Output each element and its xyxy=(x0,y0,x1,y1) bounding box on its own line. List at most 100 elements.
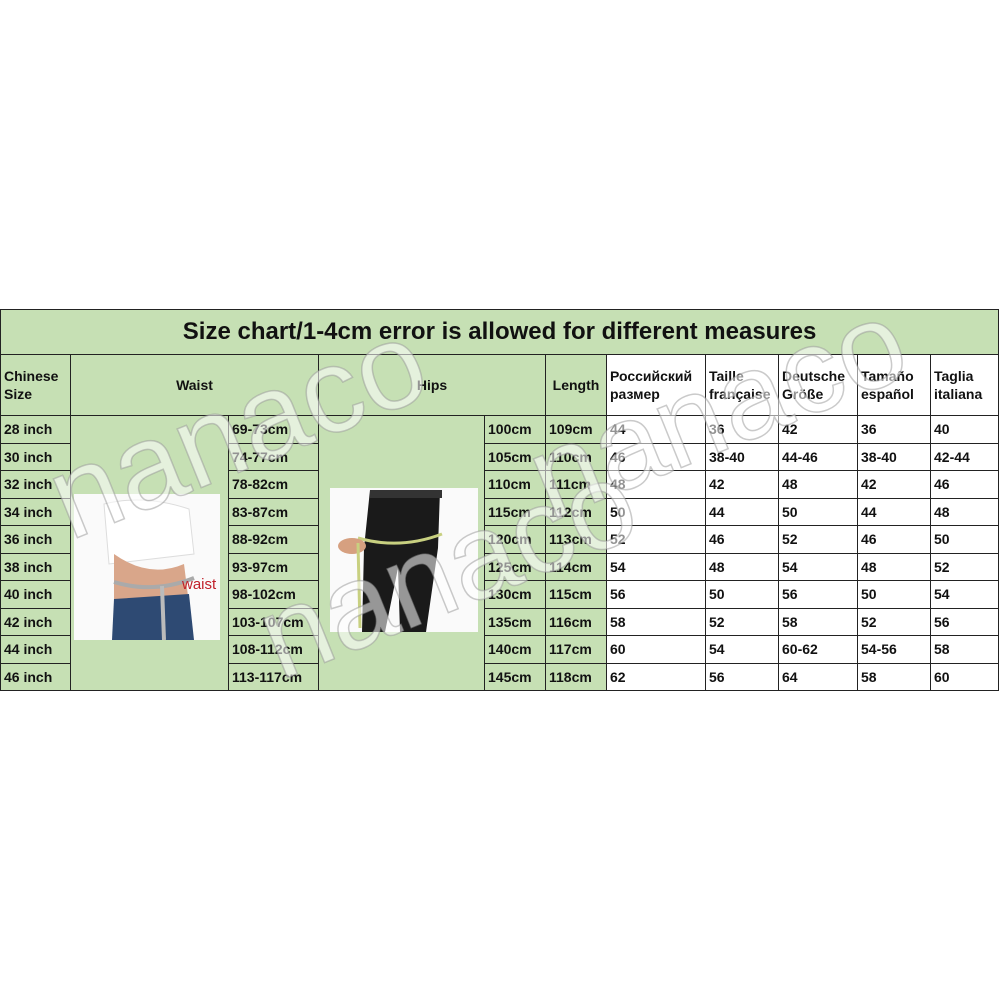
cell-size: 44 inch xyxy=(0,635,71,664)
table-row: 46 inch 113-117cm 145cm 118cm 62 56 64 58 60 xyxy=(0,662,1000,691)
cell-it: 48 xyxy=(929,497,1000,526)
cell-ru: 62 xyxy=(606,662,706,691)
cell-size: 40 inch xyxy=(0,580,71,609)
cell-hips: 130cm xyxy=(484,580,546,609)
cell-ru: 48 xyxy=(606,470,706,499)
cell-length: 116cm xyxy=(545,607,607,636)
cell-it: 40 xyxy=(929,415,1000,444)
cell-ru: 56 xyxy=(606,580,706,609)
chart-title: Size chart/1-4cm error is allowed for di… xyxy=(0,309,1000,355)
cell-es: 58 xyxy=(857,662,931,691)
header-chinese-size: Chinese Size xyxy=(0,354,71,416)
cell-it: 54 xyxy=(929,580,1000,609)
cell-fr: 42 xyxy=(705,470,779,499)
cell-waist: 88-92cm xyxy=(228,525,319,554)
cell-waist: 108-112cm xyxy=(228,635,319,664)
cell-hips: 115cm xyxy=(484,497,546,526)
cell-ru: 50 xyxy=(606,497,706,526)
cell-length: 115cm xyxy=(545,580,607,609)
cell-waist: 98-102cm xyxy=(228,580,319,609)
cell-es: 52 xyxy=(857,607,931,636)
header-german-size: Deutsche Größe xyxy=(778,354,858,416)
cell-de: 42 xyxy=(778,415,858,444)
cell-waist: 78-82cm xyxy=(228,470,319,499)
cell-fr: 50 xyxy=(705,580,779,609)
cell-ru: 44 xyxy=(606,415,706,444)
cell-ru: 46 xyxy=(606,442,706,471)
hips-measurement-photo xyxy=(330,488,478,632)
cell-it: 60 xyxy=(929,662,1000,691)
cell-it: 42-44 xyxy=(929,442,1000,471)
cell-waist: 74-77cm xyxy=(228,442,319,471)
header-length: Length xyxy=(545,354,607,416)
cell-hips: 120cm xyxy=(484,525,546,554)
cell-es: 54-56 xyxy=(857,635,931,664)
cell-waist: 69-73cm xyxy=(228,415,319,444)
cell-de: 60-62 xyxy=(778,635,858,664)
cell-hips: 145cm xyxy=(484,662,546,691)
header-italian-size: Taglia italiana xyxy=(929,354,1000,416)
cell-size: 28 inch xyxy=(0,415,71,444)
cell-fr: 54 xyxy=(705,635,779,664)
cell-size: 38 inch xyxy=(0,552,71,581)
cell-es: 46 xyxy=(857,525,931,554)
cell-hips: 100cm xyxy=(484,415,546,444)
cell-it: 46 xyxy=(929,470,1000,499)
cell-fr: 46 xyxy=(705,525,779,554)
cell-size: 36 inch xyxy=(0,525,71,554)
cell-waist: 93-97cm xyxy=(228,552,319,581)
cell-hips: 125cm xyxy=(484,552,546,581)
cell-fr: 56 xyxy=(705,662,779,691)
cell-length: 110cm xyxy=(545,442,607,471)
header-spanish-size: Tamaño español xyxy=(857,354,931,416)
cell-length: 112cm xyxy=(545,497,607,526)
cell-hips: 105cm xyxy=(484,442,546,471)
cell-ru: 52 xyxy=(606,525,706,554)
waist-label: waist xyxy=(182,576,217,593)
waist-model-illustration xyxy=(74,494,220,640)
cell-es: 50 xyxy=(857,580,931,609)
cell-length: 111cm xyxy=(545,470,607,499)
cell-fr: 36 xyxy=(705,415,779,444)
cell-de: 44-46 xyxy=(778,442,858,471)
cell-length: 117cm xyxy=(545,635,607,664)
header-french-size: Taille française xyxy=(705,354,779,416)
cell-fr: 44 xyxy=(705,497,779,526)
table-row: 30 inch 74-77cm 105cm 110cm 46 38-40 44-46 38-4… xyxy=(0,442,1000,471)
header-hips: Hips xyxy=(318,354,546,416)
table-row: 42 inch 103-107cm 135cm 116cm 58 52 58 52 56 xyxy=(0,607,1000,636)
cell-de: 50 xyxy=(778,497,858,526)
table-row: 40 inch 98-102cm 130cm 115cm 56 50 56 50 54 xyxy=(0,580,1000,609)
cell-fr: 38-40 xyxy=(705,442,779,471)
cell-length: 109cm xyxy=(545,415,607,444)
cell-waist: 113-117cm xyxy=(228,662,319,691)
cell-length: 114cm xyxy=(545,552,607,581)
cell-fr: 48 xyxy=(705,552,779,581)
cell-hips: 110cm xyxy=(484,470,546,499)
cell-es: 44 xyxy=(857,497,931,526)
cell-it: 58 xyxy=(929,635,1000,664)
cell-it: 52 xyxy=(929,552,1000,581)
cell-length: 118cm xyxy=(545,662,607,691)
waist-measurement-photo: waist xyxy=(74,494,220,640)
cell-waist: 83-87cm xyxy=(228,497,319,526)
cell-waist: 103-107cm xyxy=(228,607,319,636)
hips-model-illustration xyxy=(330,488,478,632)
table-row: 28 inch 69-73cm 100cm 109cm 44 36 42 36 40 xyxy=(0,415,1000,691)
cell-de: 48 xyxy=(778,470,858,499)
cell-hips: 140cm xyxy=(484,635,546,664)
table-row: 44 inch 108-112cm 140cm 117cm 60 54 60-62 54-56… xyxy=(0,635,1000,664)
cell-size: 32 inch xyxy=(0,470,71,499)
table-row: 38 inch 93-97cm 125cm 114cm 54 48 54 48 52 xyxy=(0,552,1000,581)
cell-fr: 52 xyxy=(705,607,779,636)
cell-ru: 60 xyxy=(606,635,706,664)
cell-de: 58 xyxy=(778,607,858,636)
cell-es: 38-40 xyxy=(857,442,931,471)
cell-size: 42 inch xyxy=(0,607,71,636)
cell-size: 30 inch xyxy=(0,442,71,471)
cell-length: 113cm xyxy=(545,525,607,554)
cell-de: 64 xyxy=(778,662,858,691)
cell-size: 46 inch xyxy=(0,662,71,691)
cell-de: 52 xyxy=(778,525,858,554)
cell-it: 56 xyxy=(929,607,1000,636)
